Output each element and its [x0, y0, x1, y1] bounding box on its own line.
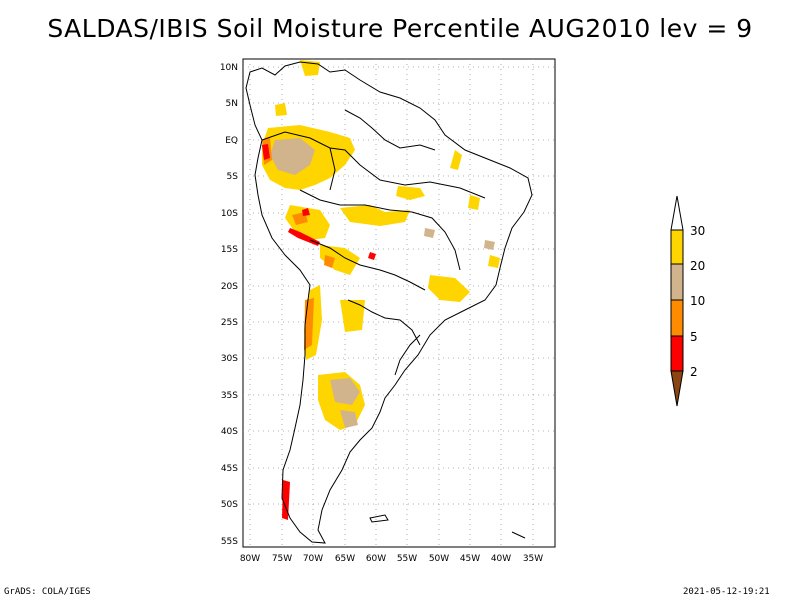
lat-label: 5N: [226, 99, 238, 109]
lat-label: 10S: [221, 209, 238, 219]
lon-label: 80W: [240, 554, 260, 564]
lat-tick-labels: 10N 5N EQ 5S 10S 15S 20S 25S 30S 35S 40S…: [220, 63, 238, 547]
lon-label: 45W: [460, 554, 480, 564]
lat-label: 20S: [221, 282, 238, 292]
lat-label: 35S: [221, 391, 238, 401]
lon-label: 40W: [491, 554, 511, 564]
colorbar-label: 10: [690, 294, 705, 308]
colorbar-label: 20: [690, 259, 705, 273]
lon-label: 65W: [335, 554, 355, 564]
grid-lines: [243, 59, 555, 547]
fill-2-5: [262, 144, 376, 520]
colorbar-top-arrow: [670, 195, 684, 231]
lat-label: 30S: [221, 354, 238, 364]
colorbar-label: 30: [690, 224, 705, 238]
lat-label: 50S: [221, 500, 238, 510]
coastlines: [245, 61, 533, 544]
map-title: SALDAS/IBIS Soil Moisture Percentile AUG…: [47, 14, 753, 43]
footer-credit: GrADS: COLA/IGES: [4, 587, 91, 597]
lat-label: 55S: [221, 537, 238, 547]
colorbar-label: 2: [690, 365, 698, 379]
plot-frame: [242, 58, 556, 548]
lat-label: 25S: [221, 318, 238, 328]
colorbar-bottom-arrow: [670, 370, 684, 407]
colorbar-labels: 30 20 10 5 2: [690, 224, 705, 379]
lat-label: 10N: [220, 63, 238, 73]
colorbar: [670, 195, 684, 407]
lon-label: 60W: [366, 554, 386, 564]
colorbar-label: 5: [690, 330, 698, 344]
lon-tick-labels: 80W 75W 70W 65W 60W 55W 50W 45W 40W 35W: [240, 554, 543, 564]
fill-20-30: [262, 60, 500, 430]
lat-label: EQ: [225, 136, 238, 146]
colorbar-band-2-5: [670, 335, 684, 372]
lat-label: 5S: [227, 172, 239, 182]
colorbar-band-5-10: [670, 299, 684, 337]
lon-label: 35W: [523, 554, 543, 564]
lat-label: 45S: [221, 464, 238, 474]
lon-label: 55W: [397, 554, 417, 564]
colorbar-band-10-20: [670, 263, 684, 301]
lat-label: 40S: [221, 427, 238, 437]
lon-label: 70W: [303, 554, 323, 564]
lat-label: 15S: [221, 245, 238, 255]
lon-label: 75W: [272, 554, 292, 564]
colorbar-band-20-30: [670, 229, 684, 265]
fill-10-20: [270, 138, 495, 428]
lon-label: 50W: [429, 554, 449, 564]
footer-timestamp: 2021-05-12-19:21: [683, 587, 770, 597]
